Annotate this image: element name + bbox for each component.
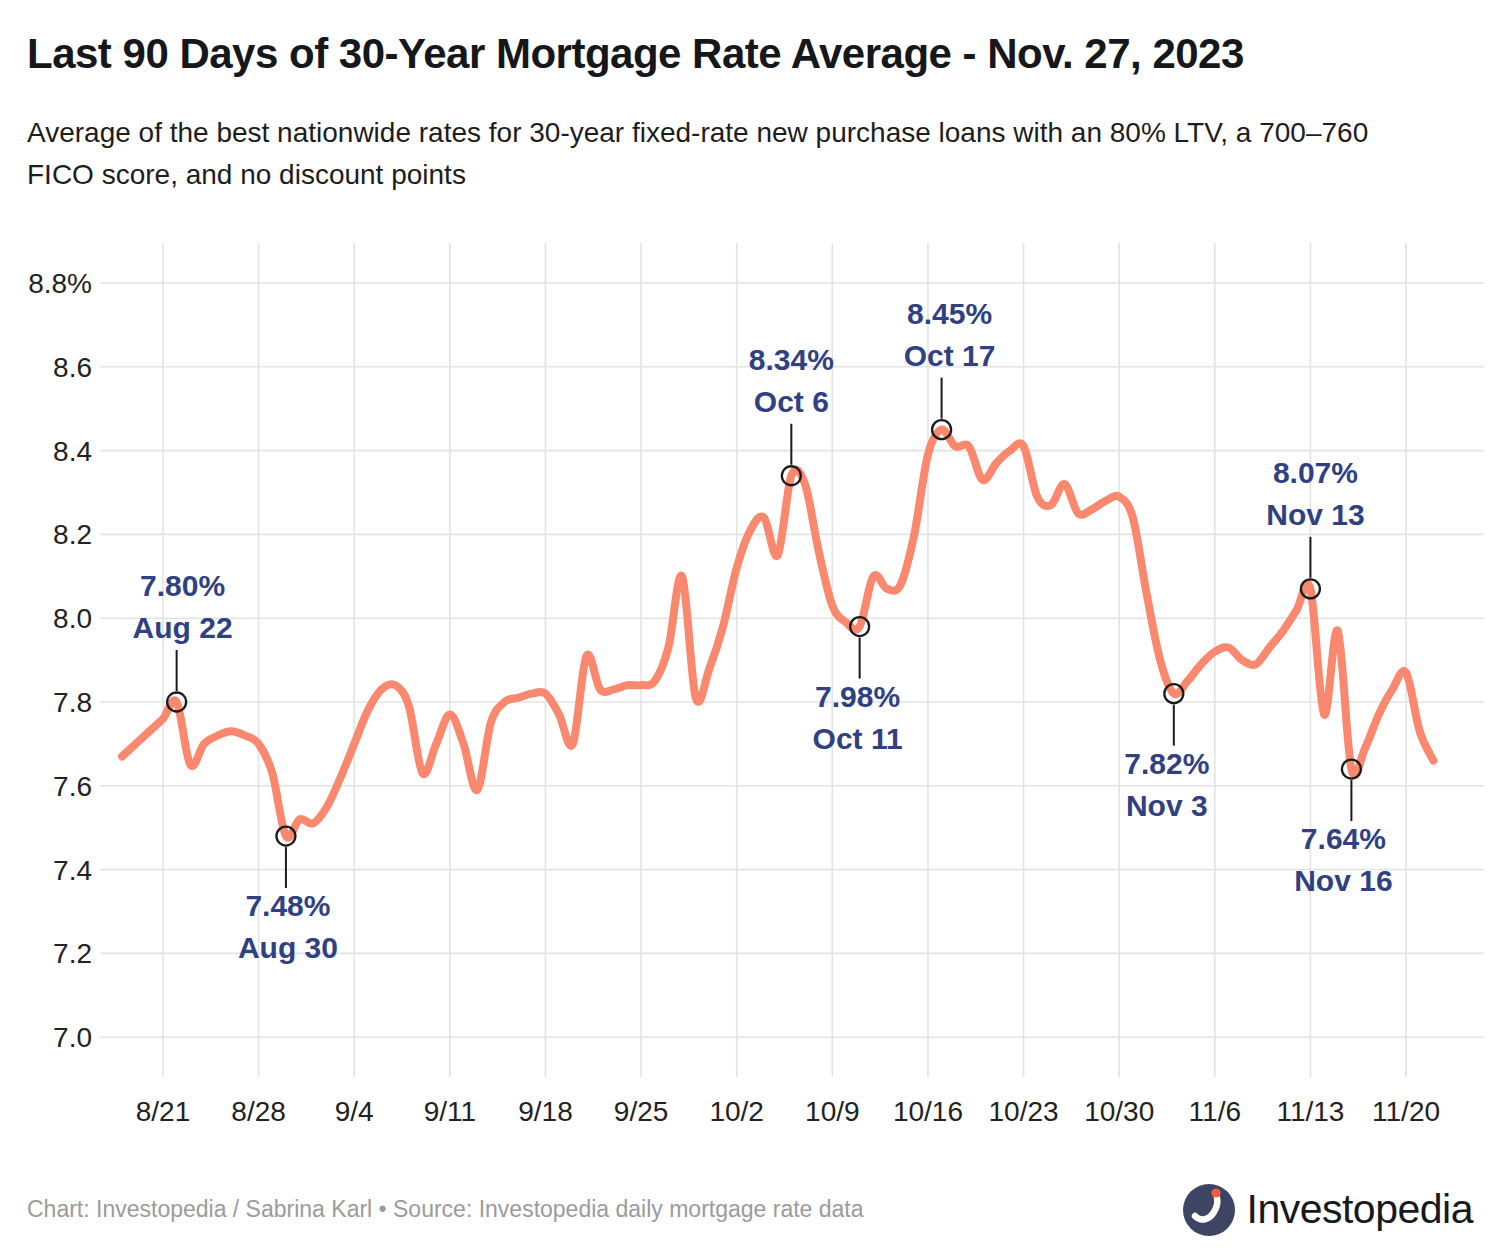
y-tick-label: 7.2 [53, 938, 92, 969]
y-tick-label: 7.4 [53, 855, 92, 886]
x-tick-label: 11/13 [1276, 1096, 1344, 1127]
annotation-date-label: Aug 22 [133, 611, 233, 644]
x-tick-label: 10/9 [805, 1096, 860, 1127]
investopedia-logo-mark [1182, 1182, 1237, 1237]
annotation-value-label: 7.80% [140, 569, 225, 602]
page-title: Last 90 Days of 30-Year Mortgage Rate Av… [27, 30, 1477, 78]
logo-circle [1183, 1184, 1235, 1236]
investopedia-logo: Investopedia [1182, 1182, 1473, 1237]
annotation-date-label: Nov 13 [1266, 498, 1364, 531]
annotations: 7.80% Aug 22 7.48% Aug 30 8.34% Oct 6 7.98% Oct… [133, 297, 1393, 964]
x-tick-label: 10/23 [989, 1096, 1059, 1127]
x-tick-label: 8/28 [231, 1096, 286, 1127]
page: { "header": { "title": "Last 90 Days of … [0, 0, 1500, 1258]
y-tick-label: 7.0 [53, 1022, 92, 1053]
y-tick-label: 8.4 [53, 436, 92, 467]
annotation-value-label: 8.07% [1273, 456, 1358, 489]
logo-i-dot [1212, 1188, 1221, 1197]
rate-line-series [122, 430, 1433, 838]
x-tick-label: 11/20 [1372, 1096, 1440, 1127]
y-tick-label: 7.8 [53, 687, 92, 718]
annotation-date-label: Nov 16 [1294, 864, 1392, 897]
y-tick-label: 7.6 [53, 771, 92, 802]
mortgage-rate-line-chart: 8.8% 8.6 8.4 8.2 8.0 7.8 7.6 7.4 7.2 7.0 8/21 8/28… [0, 225, 1500, 1160]
y-axis-labels: 8.8% 8.6 8.4 8.2 8.0 7.8 7.6 7.4 7.2 7.0 [28, 268, 92, 1053]
x-tick-label: 11/6 [1189, 1096, 1241, 1127]
y-tick-label: 8.2 [53, 519, 92, 550]
annotation-value-label: 8.45% [907, 297, 992, 330]
x-tick-label: 9/4 [335, 1096, 374, 1127]
rate-line [122, 430, 1433, 838]
annotation-value-label: 7.64% [1301, 822, 1386, 855]
annotation-value-label: 7.82% [1124, 747, 1209, 780]
annotation-value-label: 8.34% [749, 343, 834, 376]
annotation-date-label: Oct 6 [754, 385, 829, 418]
annotation-date-label: Aug 30 [238, 931, 338, 964]
x-tick-label: 9/18 [518, 1096, 573, 1127]
x-axis-labels: 8/21 8/28 9/4 9/11 9/18 9/25 10/2 10/9 10/16 10/2… [136, 1096, 1440, 1127]
chart-footer: Chart: Investopedia / Sabrina Karl • Sou… [27, 1178, 1473, 1240]
x-tick-label: 10/2 [709, 1096, 764, 1127]
annotation-date-label: Oct 11 [813, 722, 903, 755]
y-tick-label: 8.0 [53, 603, 92, 634]
x-tick-label: 10/16 [893, 1096, 963, 1127]
x-tick-label: 9/11 [424, 1096, 476, 1127]
annotation-date-label: Nov 3 [1126, 789, 1208, 822]
y-tick-label: 8.6 [53, 352, 92, 383]
annotation-date-label: Oct 17 [904, 339, 996, 372]
investopedia-wordmark: Investopedia [1246, 1186, 1473, 1233]
chart-subtitle: Average of the best nationwide rates for… [27, 112, 1427, 196]
x-tick-label: 8/21 [136, 1096, 191, 1127]
annotation-value-label: 7.98% [815, 680, 900, 713]
x-tick-label: 10/30 [1084, 1096, 1154, 1127]
annotation-value-label: 7.48% [245, 889, 330, 922]
x-tick-label: 9/25 [614, 1096, 669, 1127]
chart-credit: Chart: Investopedia / Sabrina Karl • Sou… [27, 1196, 864, 1223]
y-tick-label: 8.8% [28, 268, 92, 299]
